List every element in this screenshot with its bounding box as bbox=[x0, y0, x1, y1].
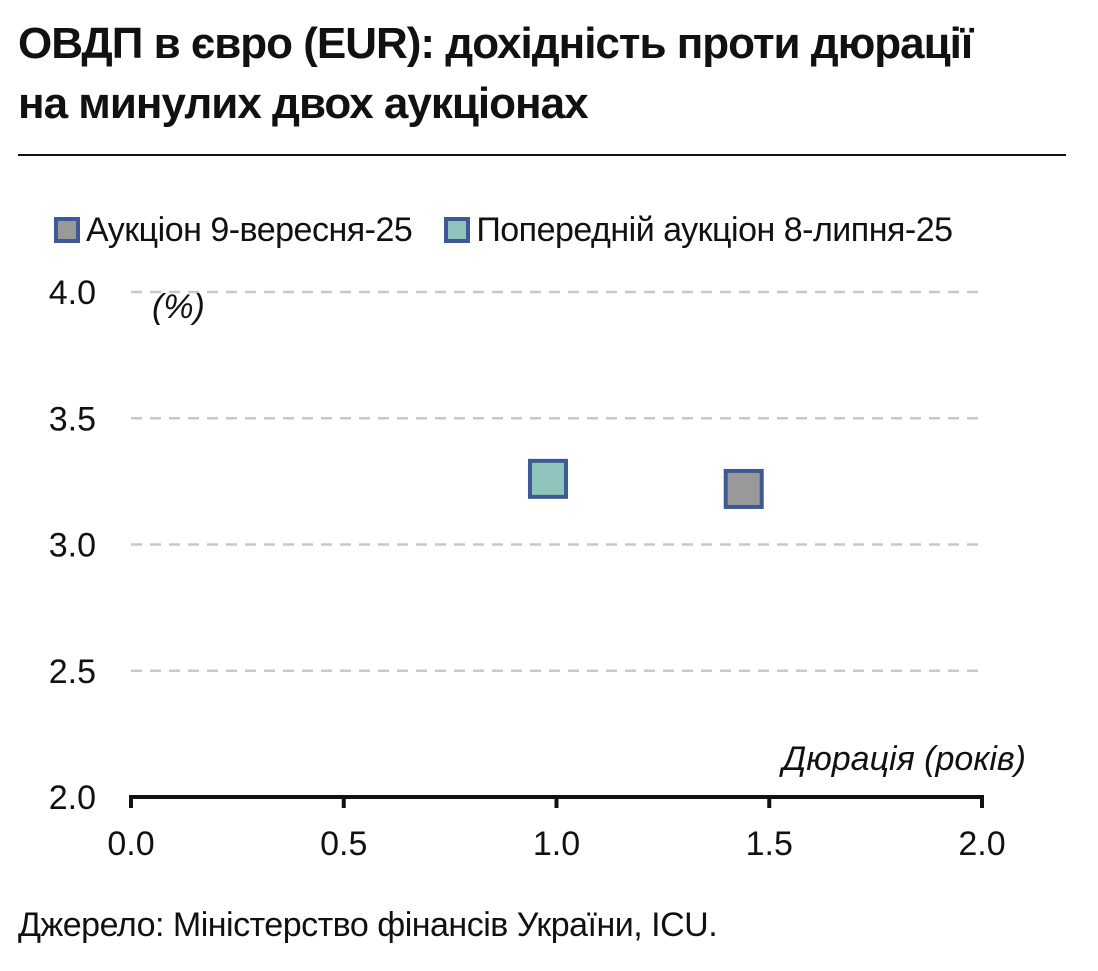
source-note: Джерело: Міністерство фінансів України, … bbox=[18, 906, 718, 944]
x-tick-label: 0.5 bbox=[320, 825, 367, 863]
data-points bbox=[527, 458, 764, 509]
x-tick-label: 2.0 bbox=[958, 825, 1005, 863]
chart-title: ОВДП в євро (EUR): дохідність проти дюра… bbox=[18, 14, 1078, 134]
y-axis-label: (%) bbox=[152, 288, 205, 326]
legend-label-previous-auction: Попередній аукціон 8-липня-25 bbox=[476, 210, 953, 249]
legend-item-current-auction: Аукціон 9-вересня-25 bbox=[54, 210, 413, 250]
chart-legend: Аукціон 9-вересня-25 Попередній аукціон … bbox=[54, 208, 985, 252]
legend-item-previous-auction: Попередній аукціон 8-липня-25 bbox=[444, 210, 953, 250]
legend-swatch-current-auction bbox=[54, 217, 80, 243]
y-tick-label: 4.0 bbox=[49, 274, 96, 312]
x-axis-tick-labels: 0.0 0.5 1.0 1.5 2.0 bbox=[107, 825, 1005, 863]
x-tick-label: 0.0 bbox=[107, 825, 154, 863]
x-axis-label: Дюрація (років) bbox=[778, 740, 1026, 778]
y-tick-label: 3.0 bbox=[49, 527, 96, 565]
x-tick-label: 1.0 bbox=[533, 825, 580, 863]
legend-label-current-auction: Аукціон 9-вересня-25 bbox=[86, 210, 413, 249]
x-axis bbox=[129, 795, 984, 808]
y-axis-tick-labels: 2.0 2.5 3.0 3.5 4.0 bbox=[49, 274, 96, 817]
legend-swatch-previous-auction bbox=[444, 217, 471, 243]
y-tick-label: 3.5 bbox=[49, 400, 96, 438]
chart-title-line-1: ОВДП в євро (EUR): дохідність проти дюра… bbox=[18, 19, 973, 68]
grid-lines bbox=[131, 290, 982, 672]
y-tick-label: 2.5 bbox=[49, 653, 96, 691]
scatter-point bbox=[723, 468, 764, 509]
scatter-point bbox=[527, 458, 568, 499]
x-tick-label: 1.5 bbox=[746, 825, 793, 863]
chart-title-line-2: на минулих двох аукціонах bbox=[18, 79, 589, 128]
title-divider bbox=[18, 154, 1066, 156]
y-tick-label: 2.0 bbox=[49, 779, 96, 817]
